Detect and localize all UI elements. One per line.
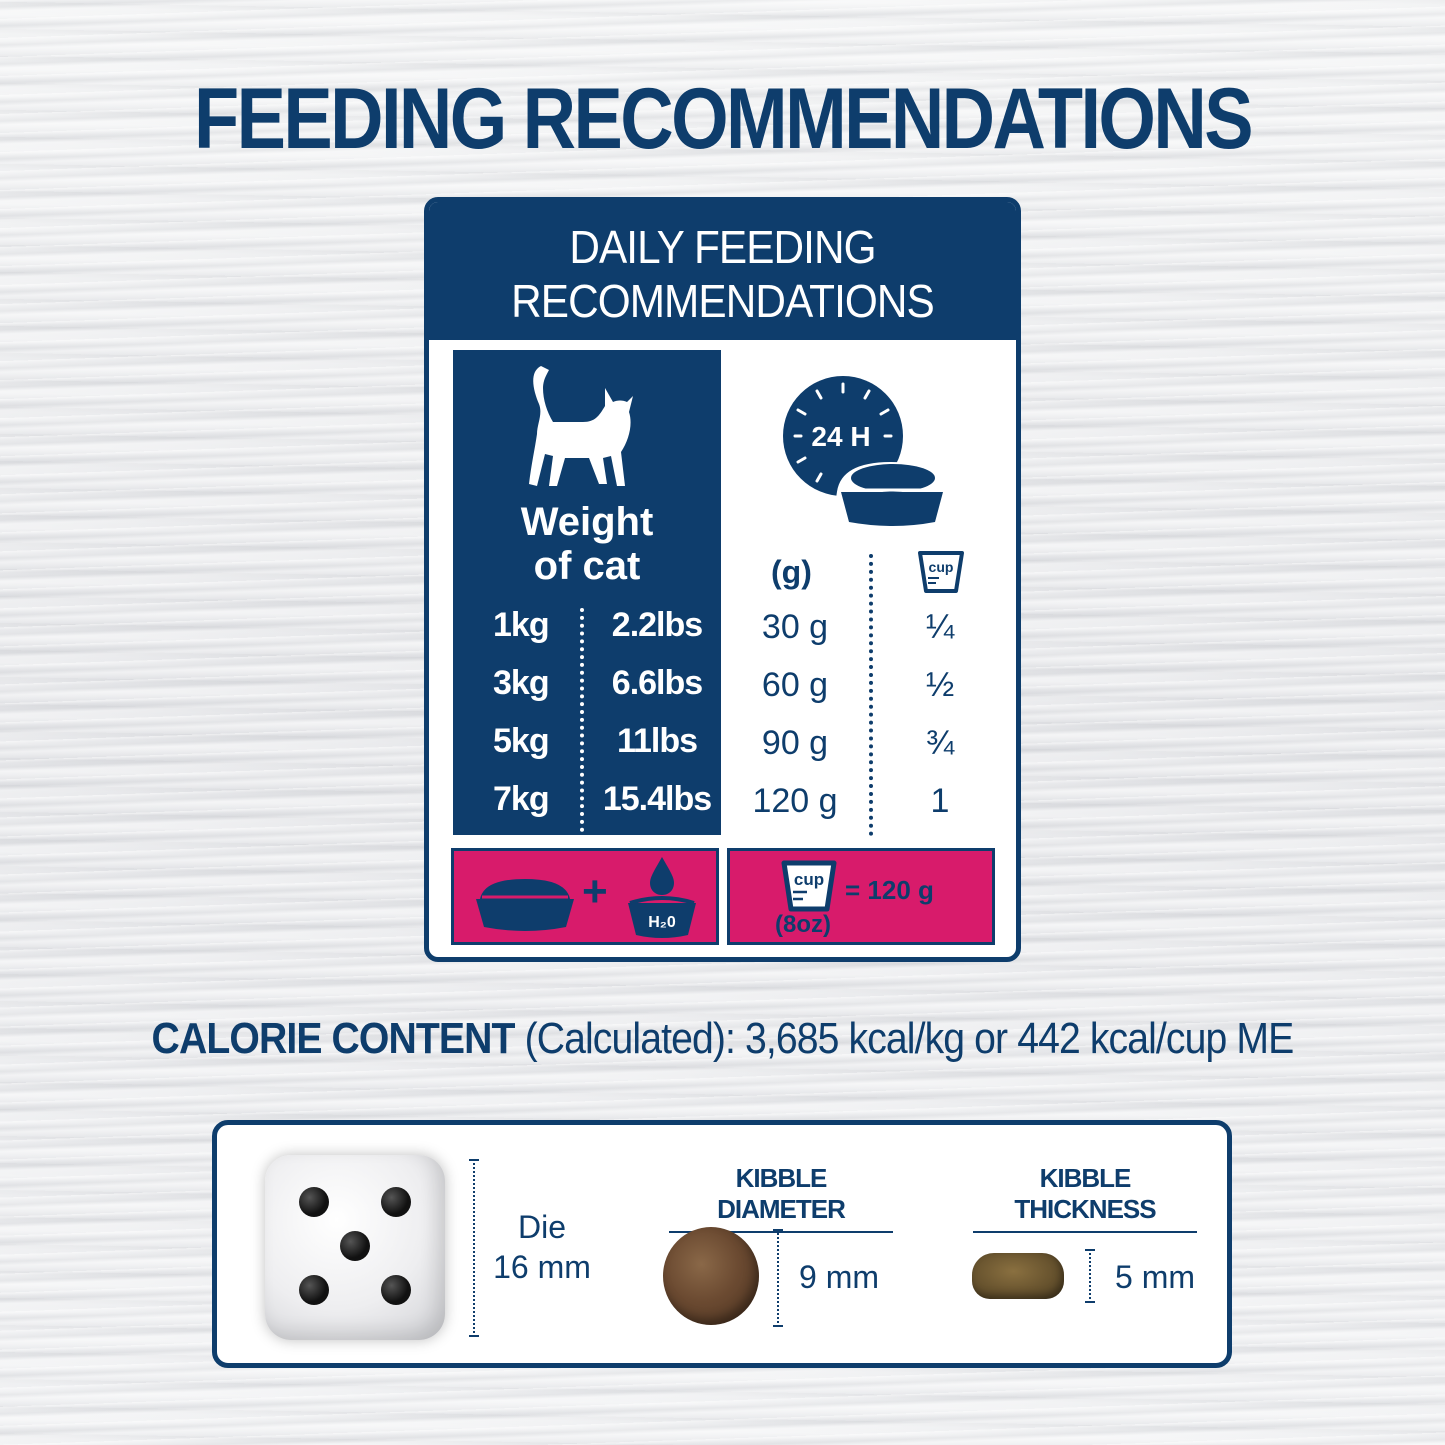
cat-icon — [529, 366, 633, 486]
weight-row: 1kg 2.2lbs — [453, 606, 721, 664]
kibble-diameter-header: KIBBLE DIAMETER — [669, 1163, 893, 1233]
thickness-measure-line — [1085, 1249, 1095, 1303]
cup-oz-text: (8oz) — [775, 911, 831, 938]
cup-cell: ¼ — [925, 608, 955, 646]
die-measure-line — [469, 1159, 479, 1337]
weight-row: 3kg 6.6lbs — [453, 664, 721, 722]
die-pip — [340, 1231, 370, 1261]
kibble-thickness-header: KIBBLE THICKNESS — [973, 1163, 1197, 1233]
cup-icon: cup — [918, 551, 964, 593]
water-icon-text: H₂0 — [648, 914, 676, 931]
weight-kg: 5kg — [493, 722, 550, 760]
weight-lbs: 15.4lbs — [602, 780, 712, 818]
card-header-line1: DAILY FEEDING — [569, 221, 876, 273]
cup-icon-text: cup — [794, 870, 824, 889]
die-pip — [299, 1187, 329, 1217]
food-plus-water-box: + H₂0 — [451, 848, 719, 945]
amount-divider — [869, 554, 873, 836]
card-header-line2: RECOMMENDATIONS — [511, 275, 935, 327]
clock-bowl-icon: 24 H — [783, 376, 949, 526]
grams-cell: 120 g — [752, 782, 838, 820]
weight-lbs: 2.2lbs — [611, 606, 703, 644]
daily-feeding-card: DAILY FEEDING RECOMMENDATIONS Weight of … — [424, 197, 1021, 962]
die-label-line2: 16 mm — [493, 1249, 591, 1285]
weight-kg: 1kg — [493, 606, 550, 644]
weight-kg: 3kg — [493, 664, 550, 702]
calorie-content: CALORIE CONTENT (Calculated): 3,685 kcal… — [0, 1014, 1445, 1064]
diameter-measure-line — [773, 1229, 783, 1327]
plus-icon: + — [582, 867, 608, 916]
cup-cell: ½ — [925, 666, 955, 704]
weight-of-cat-label: Weight of cat — [453, 500, 721, 588]
weight-lbs: 6.6lbs — [611, 664, 703, 702]
cup-cell: 1 — [930, 782, 950, 820]
weight-divider — [580, 608, 584, 832]
grams-cell: 30 g — [761, 608, 829, 646]
die-pip — [381, 1187, 411, 1217]
weight-row: 5kg 11lbs — [453, 722, 721, 780]
weight-label-line1: Weight — [520, 500, 654, 544]
weight-kg: 7kg — [493, 780, 550, 818]
kibble-round-image — [663, 1227, 759, 1325]
cup-equivalent-box: cup = 120 g (8oz) — [727, 848, 995, 945]
kibble-thickness-value: 5 mm — [1115, 1259, 1195, 1295]
cup-cell: ¾ — [925, 724, 955, 762]
grams-header: (g) — [771, 554, 812, 590]
die-label-line1: Die — [517, 1209, 566, 1245]
kibble-diameter-value: 9 mm — [799, 1259, 879, 1295]
food-bowl-icon — [476, 879, 574, 931]
calorie-text: (Calculated): 3,685 kcal/kg or 442 kcal/… — [514, 1014, 1295, 1063]
cup-equals-text: = 120 g — [845, 875, 934, 905]
kibble-size-box: Die 16 mm KIBBLE DIAMETER 9 mm KIBBLE TH… — [212, 1120, 1232, 1368]
cup-icon: cup — [781, 860, 837, 912]
die-size-label: Die 16 mm — [492, 1207, 592, 1287]
weight-row: 7kg 15.4lbs — [453, 780, 721, 838]
kibble-flat-image — [972, 1253, 1064, 1299]
die-pip — [381, 1275, 411, 1305]
grams-cell: 60 g — [761, 666, 829, 704]
grams-cell: 90 g — [761, 724, 829, 762]
die-image — [265, 1155, 445, 1340]
page-title: FEEDING RECOMMENDATIONS — [194, 71, 1254, 167]
weight-panel: Weight of cat 1kg 2.2lbs 3kg 6.6lbs 5kg … — [453, 350, 721, 835]
cup-icon-text: cup — [929, 559, 954, 575]
water-bowl-icon: H₂0 — [628, 857, 696, 938]
die-pip — [299, 1275, 329, 1305]
card-header: DAILY FEEDING RECOMMENDATIONS — [429, 202, 1016, 340]
weight-label-line2: of cat — [533, 544, 641, 588]
clock-text: 24 H — [811, 421, 870, 452]
calorie-label: CALORIE CONTENT — [151, 1014, 516, 1063]
weight-lbs: 11lbs — [616, 722, 698, 760]
